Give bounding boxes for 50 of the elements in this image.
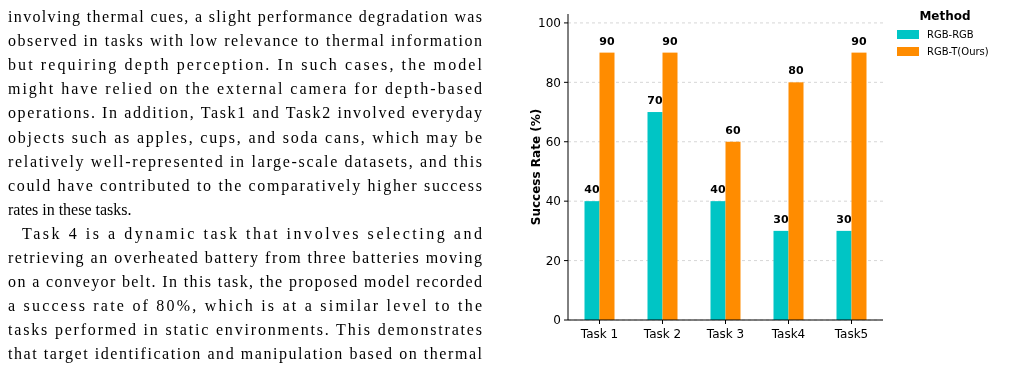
text: objects such as apples, cups, and soda cans, which may be: [8, 128, 482, 147]
bar: [836, 230, 852, 320]
bar: [851, 52, 867, 320]
text: operations. In addition, Task1 and Task2 involved everyday: [8, 104, 482, 123]
bar: [599, 52, 615, 320]
data-label: 30: [836, 212, 852, 226]
bar: [584, 201, 600, 320]
data-label: 80: [788, 64, 804, 78]
text: on a conveyor belt. In this task, the proposed model recorded: [8, 273, 482, 292]
y-tick-label: 80: [545, 75, 561, 90]
y-tick-label: 100: [538, 16, 561, 31]
data-label: 90: [851, 34, 867, 48]
x-tick-label: Task 2: [642, 327, 682, 341]
text: retrieving an overheated battery from three batteries moving: [8, 249, 482, 267]
legend-label: RGB-T(Ours): [927, 46, 989, 57]
bar: [788, 82, 804, 320]
text: but requiring depth perception. In such cases, the model: [8, 56, 483, 75]
bar: [647, 112, 663, 320]
y-tick-label: 20: [545, 253, 561, 268]
text: a success rate of 80%, which is at a similar level to the: [8, 297, 482, 315]
data-label: 30: [773, 212, 789, 226]
x-tick-label: Task4: [770, 327, 806, 341]
data-label: 70: [647, 94, 663, 108]
text: might have relied on the external camera for depth-based: [8, 80, 482, 99]
data-label: 40: [584, 183, 600, 197]
text: involving thermal cues, a slight performance degradation was: [8, 8, 482, 26]
legend-title: Method: [919, 9, 971, 23]
text: that target identification and manipulation based on thermal: [8, 345, 483, 364]
text: observed in tasks with low relevance to thermal information: [8, 32, 482, 50]
data-label: 60: [725, 123, 741, 137]
data-label: 90: [599, 34, 615, 48]
data-label: 90: [662, 34, 678, 48]
text: relatively well-represented in large-scale datasets, and this: [8, 152, 482, 171]
y-tick-label: 40: [545, 194, 561, 209]
bar: [662, 52, 678, 320]
bar: [710, 201, 726, 320]
text: rates in these tasks.: [8, 200, 132, 218]
text: Task 4 is a dynamic task that involves selecting and: [22, 224, 482, 243]
x-tick-label: Task 1: [579, 327, 619, 341]
y-tick-label: 60: [545, 134, 561, 149]
y-axis-title: Success Rate (%): [529, 108, 543, 226]
text: tasks performed in static environments. This demonstrates: [8, 321, 482, 340]
data-label: 40: [710, 183, 726, 197]
bar: [725, 141, 741, 320]
y-tick-label: 0: [553, 313, 561, 328]
x-tick-label: Task 3: [705, 327, 745, 341]
bar: [773, 230, 789, 320]
x-tick-label: Task5: [833, 327, 869, 341]
text: could have contributed to the comparatively higher success: [8, 176, 482, 195]
legend-label: RGB-RGB: [927, 29, 974, 40]
